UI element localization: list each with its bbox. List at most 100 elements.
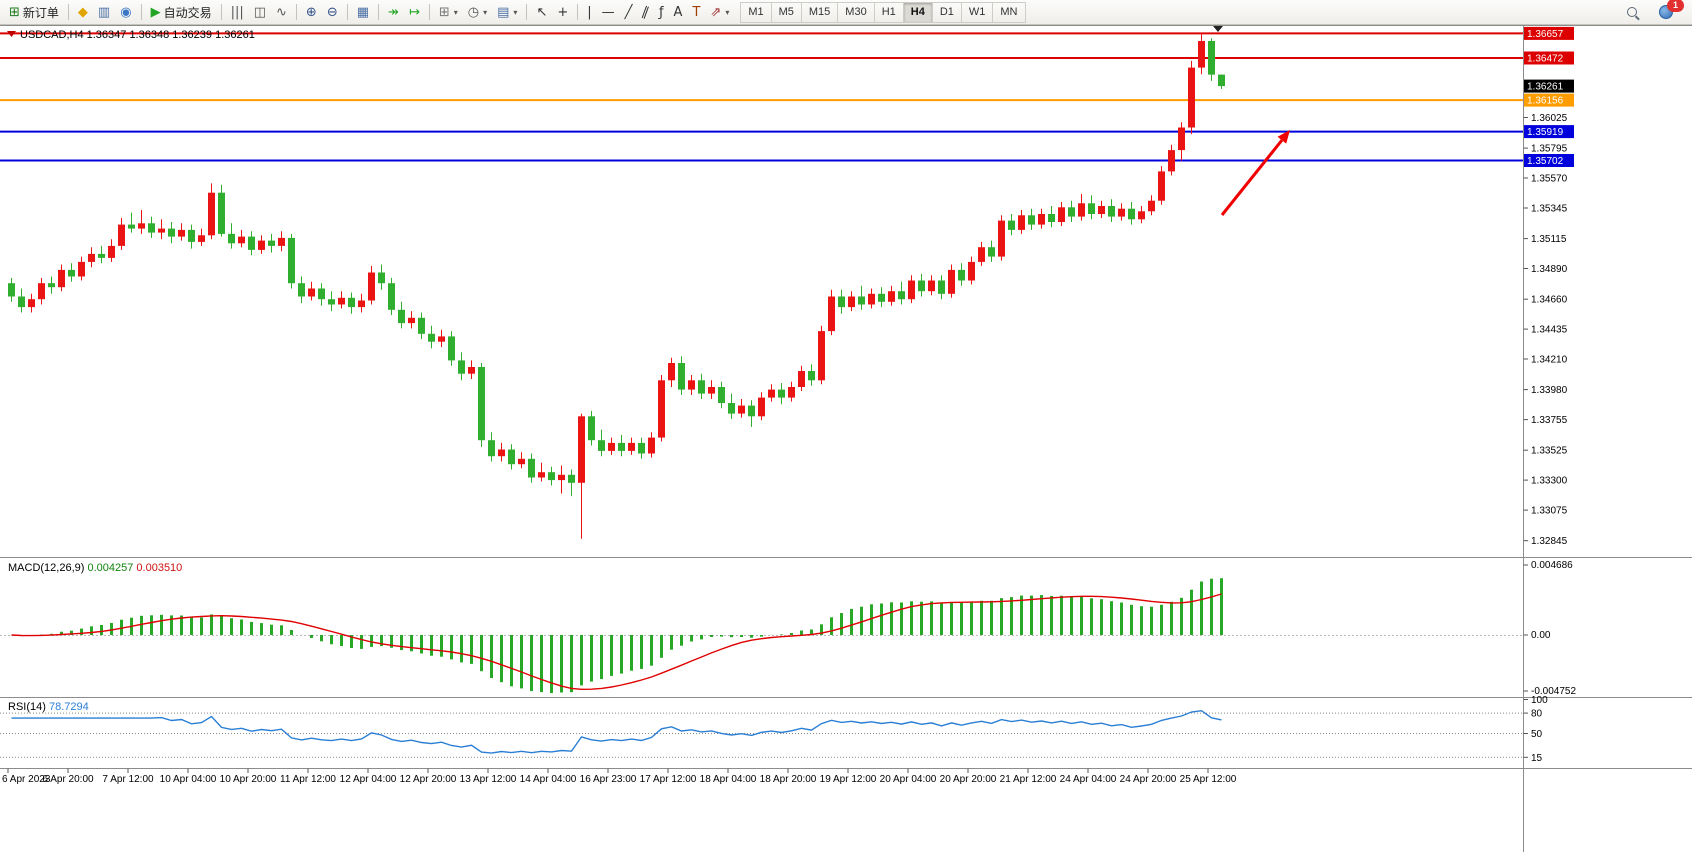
fibonacci-icon: ƒ [658,4,664,20]
text-label-button[interactable]: T [687,2,705,23]
svg-text:10 Apr 20:00: 10 Apr 20:00 [220,774,277,785]
timeframe-h1-button[interactable]: H1 [874,1,904,23]
svg-text:12 Apr 04:00: 12 Apr 04:00 [340,774,397,785]
svg-text:1.34890: 1.34890 [1531,264,1568,275]
new-chart-button[interactable]: ⊞ ▾ [434,2,463,23]
price-chart-canvas[interactable]: USDCAD,H4 1.36347 1.36348 1.36239 1.3626… [0,25,1692,852]
chart-shift-marker[interactable] [1213,26,1223,32]
svg-text:50: 50 [1531,729,1543,740]
vertical-line-button[interactable]: | [582,2,596,23]
svg-text:20 Apr 04:00: 20 Apr 04:00 [880,774,937,785]
new-order-button[interactable]: ⊞ 新订单 [4,2,64,23]
auto-scroll-button[interactable]: ↠ [383,2,404,23]
toolbar-buttons: ⊞ 新订单 ◆ ▥ ◉ ▶ 自动交易 ||| ◫ ∿ ⊕ ⊖ ▦ ↠ ↦ ⊞ ▾ ◷ ▾ ▤ ▾ ↖ + | — ╱ ∥ ƒ A T ⇗ ▾ [4,2,734,23]
level-price-badge: 1.36472 [1524,51,1574,65]
trendline-button[interactable]: ╱ [620,2,638,23]
toolbar-button-label: 自动交易 [163,5,212,20]
tile-windows-icon: ▦ [356,4,370,20]
chart-background[interactable] [0,25,1692,852]
svg-text:1.35702: 1.35702 [1527,156,1564,167]
toolbar-separator [140,4,142,20]
timeframe-w1-button[interactable]: W1 [961,1,994,23]
current-price-badge: 1.36261 [1524,79,1574,93]
tile-windows-button[interactable]: ▦ [352,2,374,23]
crosshair-button[interactable]: + [552,2,573,23]
timeframe-m15-button[interactable]: M15 [801,1,839,23]
svg-text:1.36025: 1.36025 [1531,113,1568,124]
candles [8,33,1225,539]
autotrading-button[interactable]: ▶ 自动交易 [146,2,217,23]
fibonacci-button[interactable]: ƒ [654,2,669,23]
line-chart-button[interactable]: ∿ [271,2,292,23]
horizontal-line-button[interactable]: — [597,2,620,23]
level-price-badge: 1.36156 [1524,93,1574,107]
timeframe-m5-button[interactable]: M5 [771,1,802,23]
profiles-button[interactable]: ◷ ▾ [463,2,492,23]
notification-badge[interactable]: 1 [1667,0,1684,12]
zoom-out-button[interactable]: ⊖ [322,2,343,23]
arrow-annotation[interactable] [1220,130,1290,216]
toolbar-separator [295,4,297,20]
trendline-icon: ╱ [624,4,633,20]
svg-text:10 Apr 04:00: 10 Apr 04:00 [160,774,217,785]
toolbar-separator [220,4,222,20]
text-icon: A [673,4,683,20]
arrows-icon: ⇗ [710,4,722,20]
text-button[interactable]: A [669,2,688,23]
templates-button[interactable]: ▤ ▾ [492,2,522,23]
svg-text:1.34435: 1.34435 [1531,325,1568,336]
svg-text:18 Apr 04:00: 18 Apr 04:00 [700,774,757,785]
zoom-out-icon: ⊖ [326,4,338,20]
svg-text:100: 100 [1531,695,1548,706]
level-price-badge: 1.35919 [1524,125,1574,139]
channel-icon: ∥ [640,3,652,21]
new-chart-icon: ⊞ [438,4,450,20]
community-button[interactable]: 1 [1654,0,1684,23]
auto-scroll-icon: ↠ [388,4,399,20]
timeframe-m30-button[interactable]: M30 [838,1,875,23]
metaeditor-button[interactable]: ◆ [73,2,93,23]
search-button[interactable] [1622,2,1642,23]
svg-text:1.35345: 1.35345 [1531,204,1568,215]
svg-text:80: 80 [1531,709,1543,720]
svg-text:25 Apr 12:00: 25 Apr 12:00 [1180,774,1237,785]
market-watch-button[interactable]: ▥ [93,2,115,23]
cursor-button[interactable]: ↖ [531,2,552,23]
svg-text:1.35795: 1.35795 [1531,144,1568,155]
dropdown-caret-icon: ▾ [453,7,458,17]
svg-text:1.35115: 1.35115 [1531,234,1567,245]
timeframe-m1-button[interactable]: M1 [740,1,772,23]
svg-text:19 Apr 12:00: 19 Apr 12:00 [820,774,877,785]
timeframe-h4-button[interactable]: H4 [903,1,933,23]
horizontal-line-icon: — [601,4,615,20]
dropdown-caret-icon: ▾ [725,7,730,17]
bar-chart-icon: ||| [230,4,244,20]
label-icon: T [692,4,701,20]
main-toolbar: ⊞ 新订单 ◆ ▥ ◉ ▶ 自动交易 ||| ◫ ∿ ⊕ ⊖ ▦ ↠ ↦ ⊞ ▾ ◷ ▾ ▤ ▾ ↖ + | — ╱ ∥ ƒ A T ⇗ ▾ … [0,0,1692,25]
svg-text:6 Apr 20:00: 6 Apr 20:00 [42,774,94,785]
timeframe-mn-button[interactable]: MN [993,1,1026,23]
bar-chart-button[interactable]: ||| [226,2,249,23]
price-scale[interactable]: 1.36025 1.35795 1.35570 1.35345 1.35115 1.348… [1523,113,1577,764]
svg-text:16 Apr 23:00: 16 Apr 23:00 [580,774,637,785]
svg-text:1.36261: 1.36261 [1527,82,1564,93]
svg-text:24 Apr 20:00: 24 Apr 20:00 [1120,774,1177,785]
macd-signal-line [11,593,1222,691]
svg-text:1.35919: 1.35919 [1527,127,1564,138]
svg-text:1.32845: 1.32845 [1531,536,1568,547]
svg-text:0.00: 0.00 [1531,630,1551,641]
arrows-button[interactable]: ⇗ ▾ [705,2,734,23]
timeframe-d1-button[interactable]: D1 [932,1,962,23]
svg-text:1.33300: 1.33300 [1531,476,1568,487]
candlestick-chart-button[interactable]: ◫ [249,2,271,23]
chart-shift-button[interactable]: ↦ [404,2,425,23]
vertical-line-icon: | [587,4,592,20]
mql5-community-button[interactable]: ◉ [115,2,136,23]
toolbar-separator [67,4,69,20]
templates-icon: ▤ [497,4,510,20]
zoom-in-button[interactable]: ⊕ [301,2,322,23]
macd-label: MACD(12,26,9) 0.004257 0.003510 [8,562,182,574]
equidistant-channel-button[interactable]: ∥ [637,2,654,23]
new-order-icon: ⊞ [9,4,20,20]
